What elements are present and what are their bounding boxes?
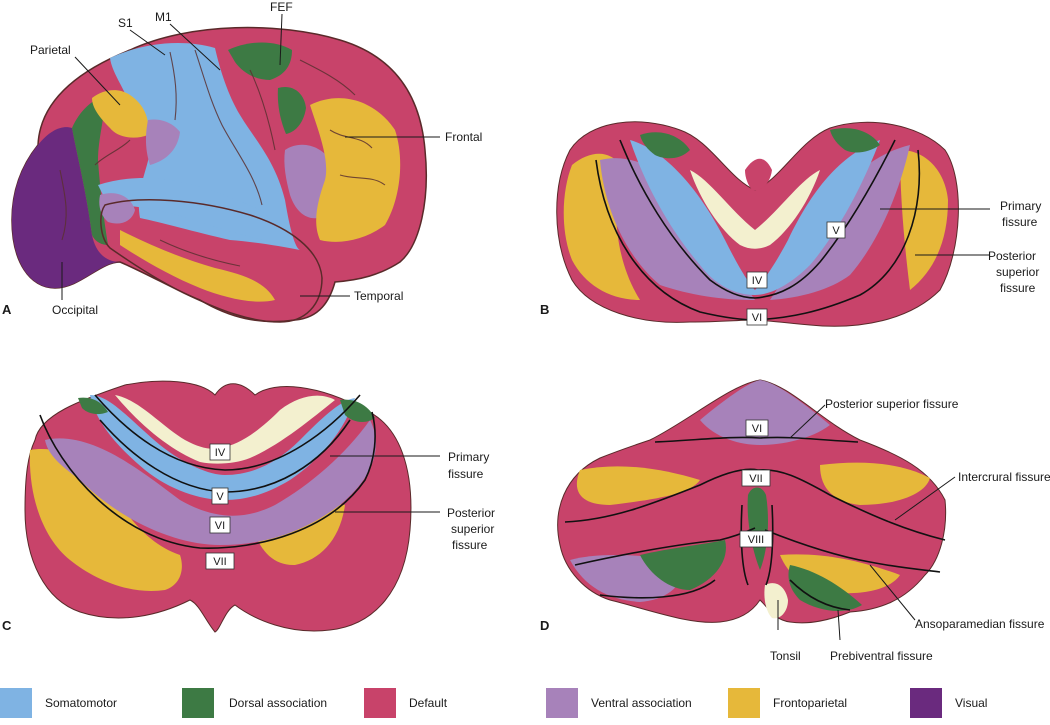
d-label-prebiventral: Prebiventral fissure xyxy=(830,649,933,663)
legend-swatch-visual xyxy=(910,688,942,718)
c-lobule-vi: VI xyxy=(215,520,225,532)
panel-letter-b: B xyxy=(540,302,549,317)
label-fef: FEF xyxy=(270,0,293,14)
cerebellum-d-dorsal-low xyxy=(640,540,726,590)
c-lobule-vii: VII xyxy=(213,556,226,568)
cerebellum-c-white xyxy=(115,395,335,464)
d-prebiventral-l xyxy=(599,579,716,599)
c-lobule-v: V xyxy=(216,491,224,503)
b-psf-l xyxy=(595,159,756,321)
b-primary-1: Primary xyxy=(1000,199,1041,213)
legend-label-default: Default xyxy=(409,696,448,710)
cerebellum-b-frontoparietal xyxy=(563,153,640,300)
d-ansoparamedian-r xyxy=(764,529,941,573)
temporal-lobe-outline xyxy=(100,199,323,323)
b-pos-3: fissure xyxy=(1000,281,1036,295)
somatomotor-sylvian xyxy=(98,177,290,245)
d-prebiventral-r xyxy=(789,579,851,611)
dorsal-region-posterior xyxy=(72,95,108,245)
cerebellum-d-tonsil xyxy=(764,583,788,619)
b-primary-fissure-l xyxy=(619,139,756,299)
panel-d-labels: VI VII VIII Posterior superior fissure I… xyxy=(540,397,1050,663)
cerebellum-b-default-mid xyxy=(745,158,772,191)
d-psf xyxy=(654,436,859,443)
cerebellum-c-frontoparietal xyxy=(29,449,182,591)
panel-c-labels: IV V VI VII Primary fissure Posterior su… xyxy=(2,443,495,633)
panel-letter-a: A xyxy=(2,302,12,317)
panel-a-brain xyxy=(11,26,428,323)
b-psf-r xyxy=(754,149,921,321)
c-pos-3: fissure xyxy=(452,538,488,552)
d-lobule-viii: VIII xyxy=(748,534,765,546)
b-lobule-v: V xyxy=(832,225,840,237)
panel-a-leaders xyxy=(61,13,440,300)
cerebellum-d-vermis xyxy=(747,487,768,570)
cerebellum-c-dorsal-l xyxy=(78,397,108,415)
dorsal-region-frontal xyxy=(277,86,306,134)
legend-swatch-default xyxy=(364,688,396,718)
cerebellum-b-dorsal-r xyxy=(830,128,880,153)
label-temporal: Temporal xyxy=(354,289,403,303)
label-m1: M1 xyxy=(155,10,172,24)
legend-label-dorsal: Dorsal association xyxy=(229,696,328,710)
label-s1: S1 xyxy=(118,16,133,30)
cerebellum-d-dorsal-right xyxy=(788,565,862,612)
cerebellum-b-white xyxy=(690,170,820,249)
label-occipital: Occipital xyxy=(52,303,98,317)
d-lobule-vii: VII xyxy=(749,473,762,485)
legend-label-visual: Visual xyxy=(955,696,988,710)
legend-label-frontoparietal: Frontoparietal xyxy=(773,696,848,710)
legend-swatch-ventral xyxy=(546,688,578,718)
panel-b-labels: V IV VI Primary fissure Posterior superi… xyxy=(540,199,1041,326)
c-primary-fissure xyxy=(94,394,361,471)
frontoparietal-temporal xyxy=(120,230,275,302)
c-pos-2: superior xyxy=(451,522,494,536)
dorsal-region-fef xyxy=(228,42,292,80)
c-psf xyxy=(39,411,376,549)
cerebellum-b-dorsal-l xyxy=(640,132,690,159)
panel-b-cerebellum xyxy=(556,121,959,327)
c-lobule-iv: IV xyxy=(215,447,226,459)
d-intercrural-r xyxy=(757,468,946,541)
d-label-ansoparamedian: Ansoparamedian fissure xyxy=(915,617,1045,631)
panel-a-labels: S1 M1 FEF Parietal Frontal Occipital Tem… xyxy=(2,0,482,317)
panel-d-cerebellum xyxy=(557,379,947,624)
b-primary-fissure-r xyxy=(754,139,896,299)
panel-letter-c: C xyxy=(2,618,12,633)
b-lobule-iv: IV xyxy=(752,275,763,287)
b-pos-2: superior xyxy=(996,265,1039,279)
cerebellum-c-ventral xyxy=(45,420,376,545)
c-pos-1: Posterior xyxy=(447,506,495,520)
cerebellum-b-somatomotor xyxy=(630,140,880,295)
legend-label-somatomotor: Somatomotor xyxy=(45,696,118,710)
legend-label-ventral: Ventral association xyxy=(591,696,692,710)
label-frontal: Frontal xyxy=(445,130,482,144)
cerebellum-d-frontoparietal-l xyxy=(576,466,700,505)
d-lobule-vi: VI xyxy=(752,423,762,435)
d-label-intercrural: Intercrural fissure xyxy=(958,470,1050,484)
label-parietal: Parietal xyxy=(30,43,71,57)
c-primary-1: Primary xyxy=(448,450,489,464)
network-legend: Somatomotor Dorsal association Default V… xyxy=(0,688,1050,725)
frontoparietal-parietal xyxy=(92,90,149,138)
cerebellum-c-somatomotor xyxy=(90,395,355,500)
b-pos-1: Posterior xyxy=(988,249,1036,263)
cerebellum-c-dorsal-r xyxy=(340,399,375,422)
panel-letter-d: D xyxy=(540,618,549,633)
d-label-tonsil: Tonsil xyxy=(770,649,801,663)
panel-c-cerebellum xyxy=(24,380,412,633)
d-vermis-edge xyxy=(740,504,774,586)
legend-swatch-frontoparietal xyxy=(728,688,760,718)
cerebellum-d-ventral-top xyxy=(700,380,830,445)
cerebellum-d-frontoparietal-r xyxy=(820,462,930,505)
frontoparietal-frontal xyxy=(310,98,401,242)
c-primary-2: fissure xyxy=(448,467,484,481)
ventral-region-parietal xyxy=(145,119,180,165)
b-lobule-vi: VI xyxy=(752,312,762,324)
d-label-psf: Posterior superior fissure xyxy=(825,397,959,411)
legend-swatch-somatomotor xyxy=(0,688,32,718)
legend-swatch-dorsal xyxy=(182,688,214,718)
b-primary-2: fissure xyxy=(1002,215,1038,229)
